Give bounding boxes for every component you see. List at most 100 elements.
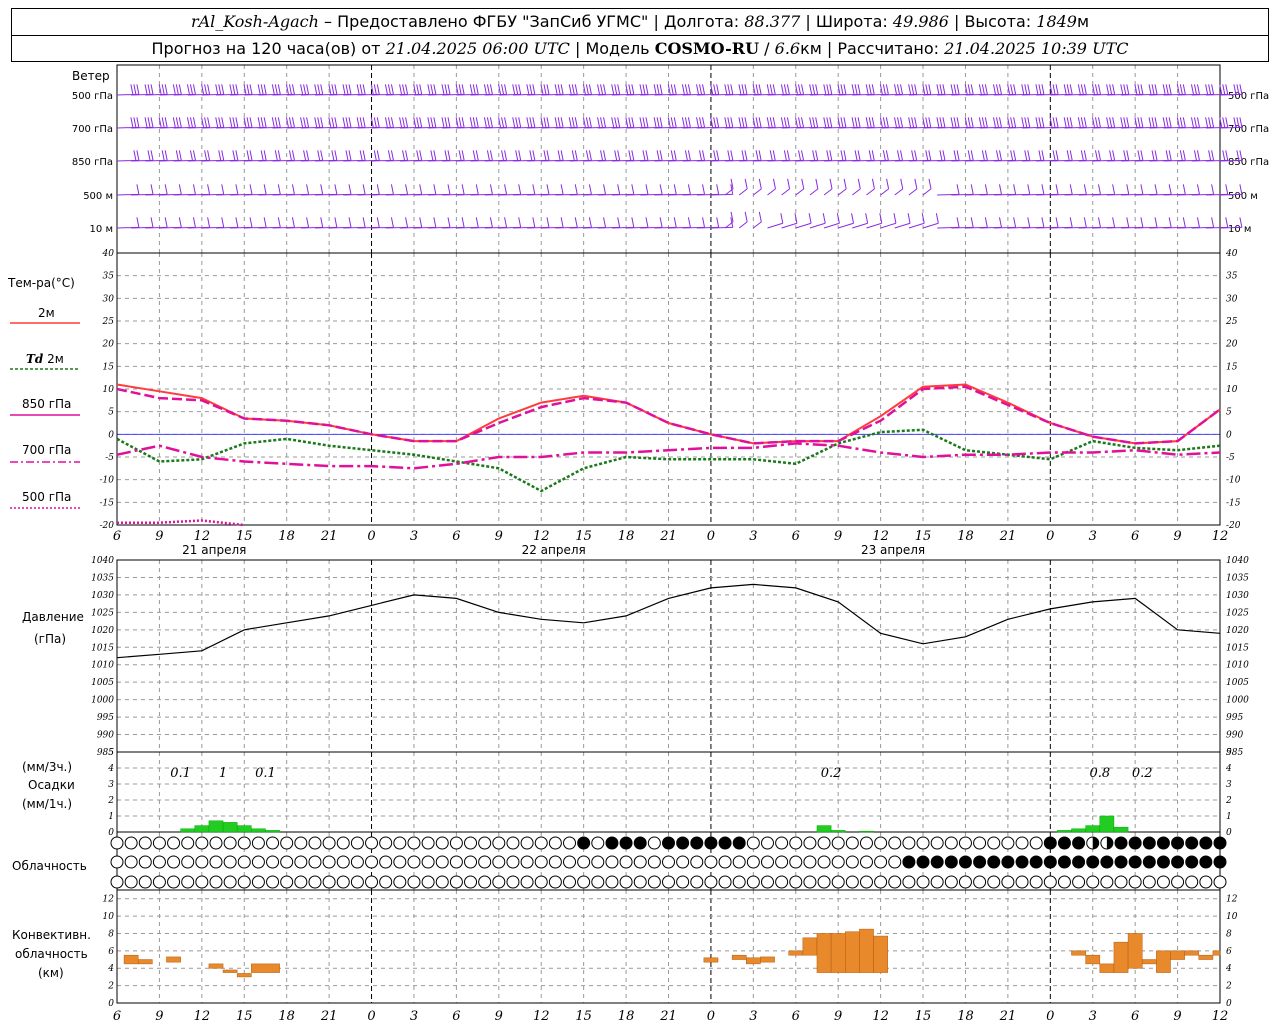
wind-barb-feather bbox=[472, 150, 476, 161]
y-tick-left-temp: 15 bbox=[103, 362, 115, 372]
wind-barb-feather bbox=[1179, 117, 1183, 128]
wind-barb-feather bbox=[1112, 84, 1116, 95]
wind-barb-feather bbox=[600, 117, 604, 128]
model-name: COSMO-RU bbox=[654, 39, 760, 58]
wind-barb-feather bbox=[953, 117, 957, 128]
wind-barb-feather bbox=[373, 150, 377, 161]
y-tick-left-conv: 4 bbox=[107, 964, 114, 974]
wind-barb-feather bbox=[970, 184, 974, 195]
cloud-symbol bbox=[1043, 855, 1057, 869]
wind-barb-feather bbox=[300, 84, 304, 95]
wind-barb-feather bbox=[172, 84, 176, 95]
wind-barb bbox=[908, 222, 925, 229]
cloud-symbol bbox=[718, 875, 732, 889]
cloud-symbol bbox=[803, 855, 817, 869]
wind-barb-feather bbox=[246, 150, 250, 161]
wind-barb-feather bbox=[1211, 150, 1215, 161]
wind-barb-feather bbox=[801, 150, 805, 161]
wind-barb-feather bbox=[727, 150, 731, 161]
wind-barb-feather bbox=[218, 117, 222, 128]
wind-barb-feather bbox=[625, 84, 629, 95]
wind-barb-feather bbox=[1239, 117, 1243, 128]
y-tick-left-conv: 0 bbox=[108, 999, 114, 1009]
y-tick-left-pressure: 1010 bbox=[91, 661, 114, 671]
cloud-symbol bbox=[209, 855, 223, 869]
wind-barb-feather bbox=[713, 84, 717, 95]
y-tick-right-precip: 5 bbox=[1226, 748, 1232, 758]
x-tick-temp: 12 bbox=[194, 529, 211, 544]
wind-barb-feather bbox=[1091, 84, 1095, 95]
wind-barb-feather bbox=[359, 117, 363, 128]
wind-barb-feather bbox=[1038, 117, 1042, 128]
wind-barb-feather bbox=[681, 84, 685, 95]
wind-barb-feather bbox=[984, 150, 988, 161]
precip-bar bbox=[1085, 825, 1101, 833]
x-tick-temp: 18 bbox=[618, 529, 635, 544]
wind-barb-feather bbox=[1196, 117, 1200, 128]
panel-frame-conv bbox=[116, 889, 1221, 1004]
wind-barb-feather bbox=[823, 84, 827, 95]
wind-barb-feather bbox=[724, 84, 728, 95]
cloud-symbol bbox=[718, 855, 732, 869]
cloud-symbol bbox=[1057, 836, 1071, 850]
wind-barb-feather bbox=[472, 84, 476, 95]
calc-label: Рассчитано: bbox=[837, 39, 940, 58]
wind-barb-feather bbox=[970, 117, 974, 128]
wind-barb-feather bbox=[614, 84, 618, 95]
cloud-symbol bbox=[1128, 836, 1142, 850]
wind-barb-feather bbox=[603, 84, 607, 95]
conv-bar bbox=[1184, 950, 1200, 956]
header-row-2: Прогноз на 120 часа(ов) от 21.04.2025 06… bbox=[11, 35, 1269, 62]
y-tick-right-temp: 0 bbox=[1226, 430, 1232, 440]
wind-barb-feather bbox=[331, 84, 335, 95]
wind-barb-feather bbox=[942, 84, 946, 95]
cloud-symbol bbox=[1072, 836, 1086, 850]
cloud-symbol bbox=[223, 836, 237, 850]
wind-barb-feather bbox=[483, 117, 487, 128]
wind-barb-feather bbox=[175, 150, 179, 161]
wind-barb-feather bbox=[571, 117, 575, 128]
wind-barb-feather bbox=[518, 217, 522, 228]
wind-barb-feather bbox=[568, 84, 572, 95]
wind-barb-feather bbox=[857, 150, 861, 161]
date-label: 23 апреля bbox=[861, 543, 925, 557]
wind-barb-feather bbox=[458, 84, 462, 95]
wind-barb-feather bbox=[328, 84, 332, 95]
cloud-symbol bbox=[704, 875, 718, 889]
y-tick-right-conv: 2 bbox=[1225, 982, 1232, 992]
wind-barb-feather bbox=[730, 211, 734, 222]
wind-barb-feather bbox=[1154, 117, 1158, 128]
cloud-symbol bbox=[916, 855, 930, 869]
wind-barb-feather bbox=[232, 84, 236, 95]
conv-bar bbox=[1170, 950, 1185, 960]
precip-bar bbox=[816, 825, 832, 833]
wind-barb-feather bbox=[582, 117, 586, 128]
wind-level-label-left: 500 м bbox=[83, 191, 113, 202]
wind-barb-feather bbox=[755, 84, 759, 95]
temp-series-line bbox=[117, 519, 245, 527]
legend-t500-label: 500 гПа bbox=[22, 490, 72, 504]
wind-barb-feather bbox=[614, 117, 618, 128]
wind-barb-feather bbox=[758, 150, 762, 161]
precip-bar bbox=[194, 825, 210, 833]
wind-barb-feather bbox=[928, 178, 932, 189]
wind-barb-feather bbox=[603, 217, 607, 228]
wind-barb-feather bbox=[489, 184, 493, 195]
wind-barb-feather bbox=[1027, 84, 1031, 95]
wind-barb-feather bbox=[702, 217, 706, 228]
wind-barb-feather bbox=[1120, 84, 1124, 95]
wind-barb-feather bbox=[540, 117, 544, 128]
wind-barb-feather bbox=[175, 84, 179, 95]
wind-barb-feather bbox=[978, 117, 982, 128]
wind-barb-feather bbox=[472, 117, 476, 128]
wind-barb-feather bbox=[617, 217, 621, 228]
cloud-symbol bbox=[534, 836, 548, 850]
wind-barb-feather bbox=[221, 117, 225, 128]
wind-barb-feather bbox=[639, 84, 643, 95]
cloud-symbol bbox=[591, 855, 605, 869]
cloud-symbol bbox=[266, 875, 280, 889]
wind-barb-feather bbox=[1120, 117, 1124, 128]
wind-barb-feather bbox=[504, 117, 508, 128]
y-tick-right-temp: -15 bbox=[1226, 498, 1241, 508]
wind-barb-feather bbox=[306, 217, 310, 228]
